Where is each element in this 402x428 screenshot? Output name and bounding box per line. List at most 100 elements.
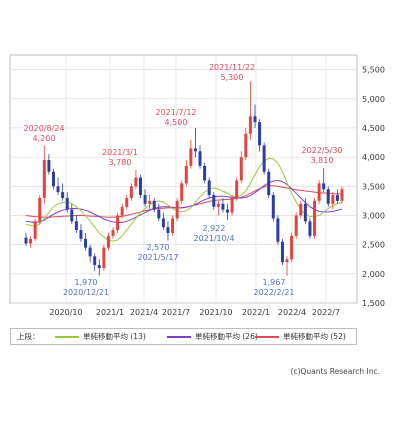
candle-body (74, 221, 78, 231)
candle-body (271, 195, 275, 219)
y-axis-ticks: 1,500 2,000 2,500 3,000 3,500 4,000 4,500 5,000… (362, 66, 385, 308)
candle-body (180, 183, 184, 201)
candle-body (216, 203, 220, 207)
candle-body (294, 215, 298, 236)
annotation-date: 2,922 (203, 224, 226, 233)
candle-body (111, 230, 115, 236)
candle-body (335, 195, 339, 201)
candle-body (171, 218, 175, 233)
grid (10, 55, 357, 304)
plot-area (9, 54, 358, 304)
candle-body (253, 116, 257, 123)
candle-body (42, 160, 46, 198)
candle-body (244, 133, 248, 158)
candle-body (290, 235, 294, 260)
candle-body (340, 189, 344, 201)
x-tick-label: 2022/1 (242, 308, 270, 317)
x-tick-label: 2021/10 (199, 308, 232, 317)
candle-body (129, 186, 133, 198)
candle-body (189, 148, 193, 166)
candle-body (116, 215, 120, 231)
y-tick-label: 2,500 (362, 241, 385, 250)
candle-body (285, 259, 289, 263)
annotation-date: 2022/5/30 (301, 146, 342, 155)
candle-body (166, 227, 170, 233)
candle-body (134, 177, 138, 187)
candle-body (299, 203, 303, 216)
x-tick-label: 2020/10 (49, 308, 82, 317)
candle-body (221, 203, 225, 210)
legend-label-ma52: 単純移動平均 (52) (283, 332, 346, 341)
x-tick-label: 2021/1 (96, 308, 124, 317)
candle-body (102, 247, 106, 268)
candle-body (88, 247, 92, 257)
candle-body (193, 148, 197, 152)
annotation-value: 2020/12/21 (63, 288, 109, 297)
legend-prefix: 上段： (17, 332, 40, 341)
candle-body (29, 238, 33, 244)
candle-body (47, 160, 51, 172)
x-tick-label: 2022/4 (278, 308, 306, 317)
legend-label-ma26: 単純移動平均 (26) (195, 332, 258, 341)
y-tick-label: 5,000 (362, 95, 385, 104)
candle-body (38, 197, 42, 222)
candle-body (175, 200, 179, 219)
candle-body (157, 209, 161, 219)
candle-body (143, 195, 147, 204)
ma13-line (25, 157, 343, 242)
candle-body (262, 145, 266, 172)
candle-body (239, 157, 243, 181)
candle-body (258, 122, 262, 146)
y-tick-label: 3,500 (362, 182, 385, 191)
annotation-value: 3,780 (109, 158, 132, 167)
candle-body (267, 171, 271, 196)
candle-body (308, 221, 312, 236)
candle-body (235, 180, 239, 198)
candle-body (33, 221, 37, 239)
legend-line-ma26 (167, 336, 191, 338)
y-tick-label: 4,000 (362, 153, 385, 162)
y-tick-label: 5,500 (362, 66, 385, 75)
candle-body (97, 265, 101, 268)
annotation-date: 2021/3/1 (102, 148, 138, 157)
candle-body (79, 230, 83, 239)
x-axis-ticks: 2020/10 2021/1 2021/4 2021/7 2021/10 2022/1 20… (49, 308, 340, 317)
candle-body (276, 218, 280, 242)
y-tick-label: 1,500 (362, 299, 385, 308)
candle-body (226, 209, 230, 213)
moving-average-lines (25, 157, 343, 242)
x-tick-label: 2021/7 (162, 308, 190, 317)
annotation-value: 5,300 (221, 73, 244, 82)
annotation-date: 1,967 (263, 278, 286, 287)
candle-body (70, 209, 74, 222)
annotation-value: 4,200 (33, 134, 56, 143)
x-tick-label: 2021/4 (130, 308, 158, 317)
candle-body (61, 192, 65, 198)
y-tick-label: 3,000 (362, 211, 385, 220)
candle-body (161, 218, 165, 228)
annotation-value: 4,500 (165, 118, 188, 127)
candle-body (51, 171, 55, 187)
candle-body (280, 241, 284, 263)
candle-body (184, 165, 188, 184)
candle-body (331, 195, 335, 204)
candle-body (152, 200, 156, 210)
candle-body (313, 200, 317, 236)
annotation-date: 2020/8/24 (23, 124, 64, 133)
candle-body (120, 206, 124, 216)
candle-body (230, 197, 234, 213)
stock-candlestick-chart: 2020/8/244,2002021/3/13,7802021/7/124,50… (9, 54, 385, 317)
annotations: 2020/8/244,200 2021/3/13,780 2021/7/124,50… (23, 63, 342, 297)
candle-body (322, 183, 326, 190)
candle-body (93, 256, 97, 266)
y-tick-label: 4,500 (362, 124, 385, 133)
candle-body (303, 203, 307, 222)
candle-body (317, 183, 321, 201)
legend: 上段： 単純移動平均 (13) 単純移動平均 (26) 単純移動平均 (52) (10, 328, 357, 345)
candle-body (106, 235, 110, 248)
y-tick-label: 2,000 (362, 270, 385, 279)
candles (24, 81, 344, 276)
annotation-date: 2021/11/22 (209, 63, 255, 72)
candle-body (138, 177, 142, 196)
annotation-value: 3,810 (311, 156, 334, 165)
